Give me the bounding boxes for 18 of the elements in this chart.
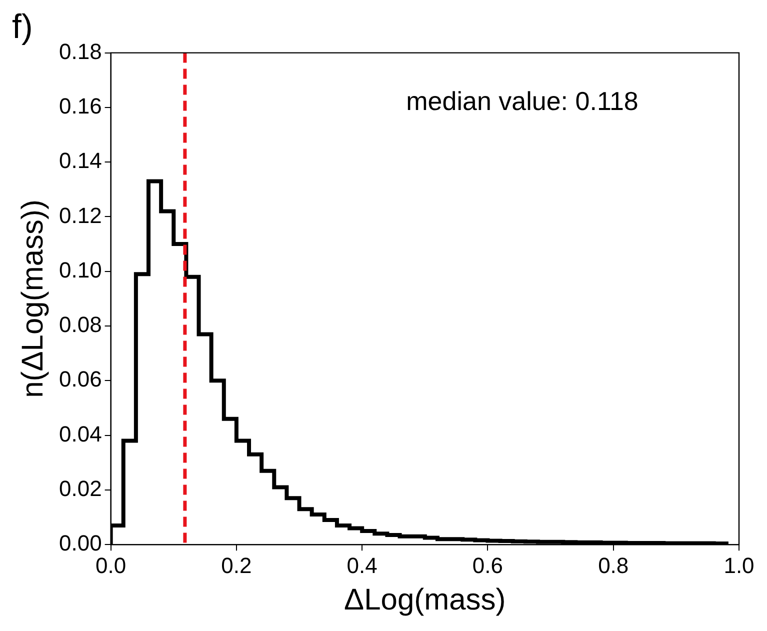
y-tick-label: 0.14: [58, 148, 102, 174]
y-tick-label: 0.10: [58, 257, 102, 282]
chart-title: f): [12, 8, 33, 46]
x-tick-label: 0.6: [472, 552, 504, 578]
x-axis-title: ΔLog(mass): [344, 583, 506, 616]
y-tick-label: 0.12: [58, 202, 102, 228]
y-tick-label: 0.18: [58, 38, 102, 64]
y-tick-label: 0.02: [58, 476, 102, 502]
y-tick-label: 0.16: [58, 94, 102, 119]
y-tick-label: 0.08: [58, 312, 102, 338]
annotation: median value: 0.118: [406, 86, 638, 116]
x-tick-label: 0.2: [221, 552, 252, 578]
x-tick-label: 1.0: [724, 552, 754, 578]
x-tick-label: 0.8: [598, 552, 629, 578]
x-tick-label: 0.4: [346, 552, 378, 578]
y-tick-label: 0.06: [58, 366, 102, 392]
y-axis-title: n(ΔLog(mass)): [16, 199, 50, 398]
y-tick-label: 0.04: [58, 421, 102, 446]
